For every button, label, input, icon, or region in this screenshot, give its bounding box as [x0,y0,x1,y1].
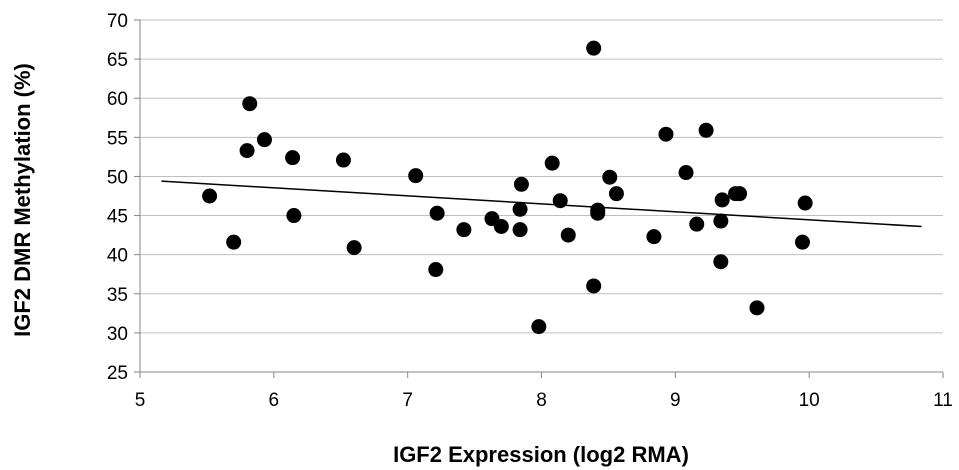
data-point [456,222,472,238]
data-point [658,126,674,142]
x-tick-label: 9 [670,390,681,411]
data-point [602,169,618,185]
y-tick-label: 55 [107,128,128,149]
y-axis-title: IGF2 DMR Methylation (%) [10,63,35,337]
data-point [590,205,606,221]
data-point [794,234,810,250]
data-point [560,227,576,243]
data-point [713,254,729,270]
trendline-group [161,180,922,228]
x-axis-title: IGF2 Expression (log2 RMA) [393,442,689,467]
x-tick-label: 8 [536,390,547,411]
data-point [285,150,301,166]
y-tick-label: 50 [107,167,128,188]
data-point [429,205,445,221]
x-tick-labels: 5 6 7 8 9 10 11 [135,390,953,411]
data-point [346,240,362,256]
data-point [678,165,694,181]
data-point [239,143,255,159]
data-point [428,262,444,278]
data-point [749,300,765,316]
x-tick-label: 6 [269,390,280,411]
data-point [286,208,302,224]
data-point [608,186,624,202]
axes [134,19,944,378]
y-tick-labels: 25 30 35 40 45 50 55 60 65 70 [107,11,128,384]
data-point [713,213,729,229]
data-point [698,122,714,138]
data-points [202,40,813,335]
data-point [552,193,568,209]
trendline [161,180,922,228]
x-tick-label: 11 [933,390,953,411]
data-point [714,192,730,208]
data-point [493,219,509,235]
y-tick-label: 35 [107,285,128,306]
data-point [512,222,528,238]
data-point [242,96,258,112]
data-point [689,216,705,232]
y-tick-label: 65 [107,50,128,71]
data-point [732,186,748,202]
data-point [512,201,528,217]
x-tick-label: 7 [402,390,413,411]
y-tick-label: 40 [107,246,128,267]
gridlines [140,19,943,334]
y-tick-label: 30 [107,324,128,345]
data-point [335,152,351,168]
data-point [408,168,424,184]
data-point [586,40,602,56]
data-point [531,319,547,335]
data-point [797,195,813,211]
data-point [586,278,602,294]
data-point [544,155,560,171]
y-tick-label: 25 [107,363,128,384]
y-tick-label: 60 [107,89,128,110]
data-point [256,132,272,148]
data-point [646,229,662,245]
data-point [202,188,218,204]
data-point [513,176,529,192]
x-tick-label: 5 [135,390,146,411]
y-tick-label: 70 [107,11,128,32]
x-tick-label: 10 [799,390,820,411]
data-point [226,234,242,250]
y-tick-label: 45 [107,207,128,228]
